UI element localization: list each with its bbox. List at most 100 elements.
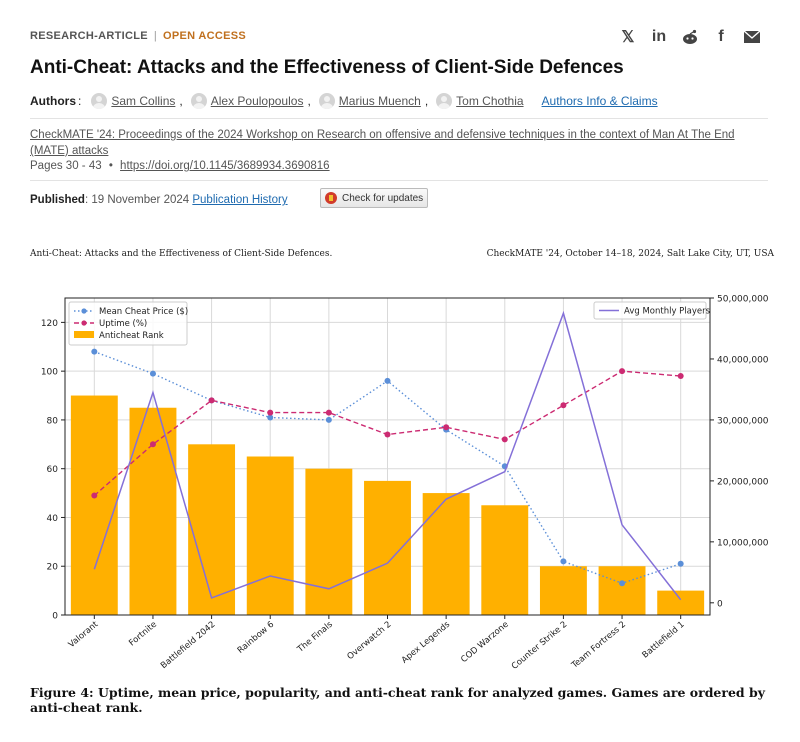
avatar xyxy=(190,93,207,109)
publication-history-link[interactable]: Publication History xyxy=(192,194,288,206)
article-kind: RESEARCH-ARTICLE xyxy=(30,30,148,42)
author-link[interactable]: Marius Muench xyxy=(338,94,421,108)
article-type: RESEARCH-ARTICLE | OPEN ACCESS xyxy=(30,30,246,42)
author-link[interactable]: Sam Collins xyxy=(111,94,176,108)
doi-link[interactable]: https://doi.org/10.1145/3689934.3690816 xyxy=(120,160,330,172)
x-tick-label: Team Fortress 2 xyxy=(569,620,628,672)
avatar xyxy=(436,93,453,109)
figure-caption: Figure 4: Uptime, mean price, popularity… xyxy=(30,685,766,715)
legend-label: Mean Cheat Price ($) xyxy=(99,307,188,317)
proceedings-link[interactable]: CheckMATE '24: Proceedings of the 2024 W… xyxy=(30,129,735,157)
data-point xyxy=(560,402,567,409)
authors-info-link[interactable]: Authors Info & Claims xyxy=(541,94,658,108)
bar xyxy=(481,505,529,615)
bar xyxy=(305,468,353,615)
y2-tick-label: 40,000,000 xyxy=(717,355,769,365)
legend-swatch xyxy=(74,331,94,338)
x-tick-label: Counter Strike 2 xyxy=(510,620,569,672)
data-point xyxy=(560,558,567,565)
x-tick-label: Battlefield 1 xyxy=(641,620,687,661)
x-tick-label: Rainbow 6 xyxy=(236,620,276,656)
data-point xyxy=(325,409,332,416)
page-range: Pages 30 - 43 xyxy=(30,160,102,172)
divider xyxy=(30,180,768,181)
share-toolbar: 𝕏 in f xyxy=(618,27,762,47)
open-access-badge: OPEN ACCESS xyxy=(163,30,246,42)
data-point xyxy=(149,370,156,377)
x-tick-label: The Finals xyxy=(295,619,335,655)
legend-label: Uptime (%) xyxy=(99,319,147,329)
bar xyxy=(70,395,118,615)
running-head-right: CheckMATE '24, October 14–18, 2024, Salt… xyxy=(486,249,774,259)
legend-label: Avg Monthly Players xyxy=(624,307,711,317)
running-head-left: Anti-Cheat: Attacks and the Effectivenes… xyxy=(30,249,333,259)
authors-label: Authors xyxy=(30,94,76,108)
legend-box xyxy=(68,301,188,346)
series-line xyxy=(93,310,682,601)
data-point xyxy=(443,424,450,431)
data-point xyxy=(267,414,274,421)
legend-marker xyxy=(81,320,87,326)
y-tick-label: 100 xyxy=(41,368,58,378)
avatar xyxy=(91,93,108,109)
y2-tick-label: 30,000,000 xyxy=(717,416,769,426)
y-tick-label: 80 xyxy=(47,416,59,426)
bar xyxy=(129,407,177,615)
y-tick-label: 120 xyxy=(41,319,58,329)
legend-label: Anticheat Rank xyxy=(99,331,164,341)
data-point xyxy=(384,377,391,384)
data-point xyxy=(384,431,391,438)
data-point xyxy=(619,368,626,375)
linkedin-icon[interactable]: in xyxy=(651,28,667,45)
lines xyxy=(91,310,684,601)
published-date: 19 November 2024 xyxy=(91,194,190,206)
article-title: Anti-Cheat: Attacks and the Effectivenes… xyxy=(30,57,624,78)
published-row: Published: 19 November 2024 Publication … xyxy=(30,194,288,206)
data-point xyxy=(619,580,626,587)
y2-tick-label: 10,000,000 xyxy=(717,538,769,548)
y-tick-label: 20 xyxy=(47,563,59,573)
data-point xyxy=(149,441,156,448)
y-tick-label: 40 xyxy=(47,514,59,524)
check-for-updates-button[interactable]: Check for updates xyxy=(320,188,428,208)
bar xyxy=(364,480,411,615)
data-point xyxy=(677,560,684,567)
combo-chart: 0 20 40 60 80 100 120 0 10,000,000 20,000,000 30,0… xyxy=(41,295,769,672)
bar xyxy=(422,493,470,615)
email-icon[interactable] xyxy=(742,27,762,47)
bar xyxy=(539,566,587,615)
data-point xyxy=(208,397,215,404)
legend-left: Mean Cheat Price ($) Uptime (%) Anticheat … xyxy=(68,301,188,346)
data-point xyxy=(267,409,274,416)
x-tick-label: Valorant xyxy=(67,619,101,650)
facebook-icon[interactable]: f xyxy=(718,28,724,45)
x-tick-label: Battlefield 2042 xyxy=(159,620,218,671)
pages-row: Pages 30 - 43 • https://doi.org/10.1145/… xyxy=(30,160,330,172)
x-icon[interactable]: 𝕏 xyxy=(621,29,635,46)
published-label: Published xyxy=(30,194,85,206)
crossmark-icon xyxy=(325,192,337,204)
author-link[interactable]: Tom Chothia xyxy=(456,94,524,108)
y-tick-label: 0 xyxy=(52,612,58,622)
x-tick-label: Apex Legends xyxy=(400,619,453,665)
bar xyxy=(188,444,236,615)
data-point xyxy=(91,492,98,499)
y2-tick-label: 50,000,000 xyxy=(717,295,769,305)
avatar xyxy=(318,93,335,109)
data-point xyxy=(677,373,684,380)
data-point xyxy=(325,416,332,423)
divider xyxy=(30,118,768,119)
x-tick-label: Overwatch 2 xyxy=(346,620,394,662)
bar xyxy=(246,456,294,615)
author-link[interactable]: Alex Poulopoulos xyxy=(210,94,304,108)
y-tick-label: 60 xyxy=(47,465,59,475)
bar xyxy=(598,566,646,615)
data-point xyxy=(501,436,508,443)
x-tick-label: COD Warzone xyxy=(459,620,510,665)
data-point xyxy=(91,348,98,355)
bars xyxy=(70,395,705,615)
y2-tick-label: 20,000,000 xyxy=(717,477,769,487)
reddit-icon[interactable] xyxy=(680,27,700,47)
x-tick-label: Fortnite xyxy=(127,620,159,649)
check-for-updates-label: Check for updates xyxy=(342,192,424,204)
